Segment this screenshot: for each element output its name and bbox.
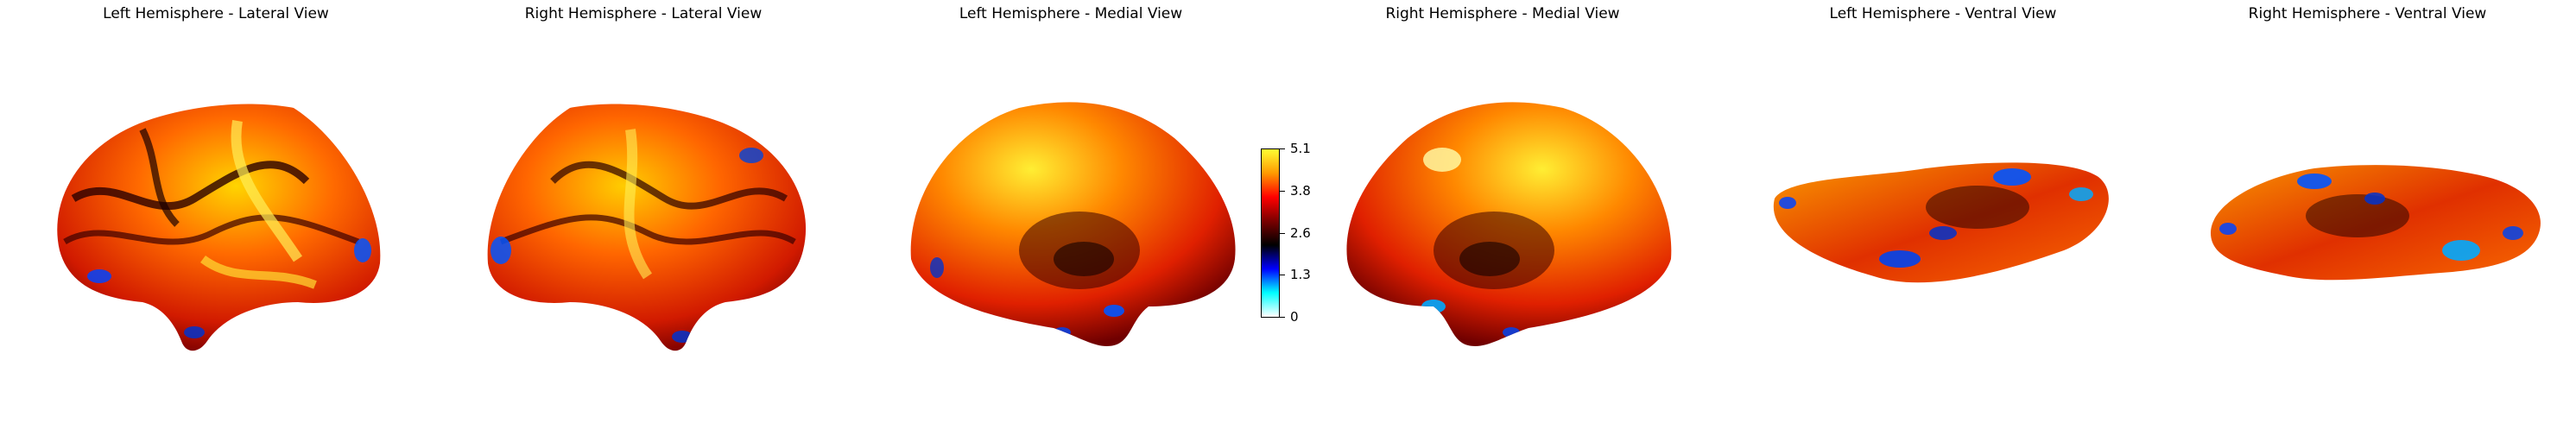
colorbar-tick xyxy=(1280,233,1285,234)
brain-surface-left-lateral xyxy=(13,0,419,442)
brain-surface-left-medial xyxy=(872,0,1269,442)
panel-right-ventral: Right Hemisphere - Ventral View xyxy=(2159,0,2576,442)
panel-right-lateral: Right Hemisphere - Lateral View xyxy=(440,0,846,442)
panel-left-medial: Left Hemisphere - Medial View xyxy=(872,0,1269,442)
colorbar-tick-label: 0 xyxy=(1290,311,1299,324)
brain-surface-left-ventral xyxy=(1736,0,2150,442)
colorbar-tick xyxy=(1280,148,1285,149)
panel-left-lateral: Left Hemisphere - Lateral View xyxy=(13,0,419,442)
brain-surface-right-ventral xyxy=(2159,0,2576,442)
brain-surface-right-lateral xyxy=(440,0,846,442)
colorbar-gradient xyxy=(1261,148,1280,318)
brain-surface-right-medial xyxy=(1304,0,1701,442)
colorbar-tick xyxy=(1280,191,1285,192)
colorbar-tick xyxy=(1280,317,1285,318)
panel-left-ventral: Left Hemisphere - Ventral View xyxy=(1736,0,2150,442)
panel-right-medial: Right Hemisphere - Medial View xyxy=(1304,0,1701,442)
